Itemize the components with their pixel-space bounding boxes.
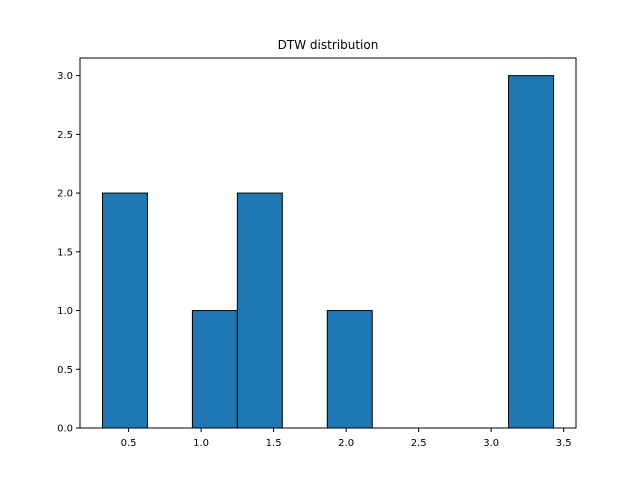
y-tick-label: 1.5 xyxy=(57,247,73,258)
x-tick-label: 3.5 xyxy=(556,438,572,449)
x-tick-label: 1.5 xyxy=(266,438,282,449)
x-tick-label: 2.0 xyxy=(338,438,354,449)
y-axis-ticks: 0.0 0.5 1.0 1.5 2.0 2.5 3.0 xyxy=(57,71,80,435)
bars-group xyxy=(101,75,555,429)
y-tick-label: 2.0 xyxy=(57,189,73,200)
histogram-bar xyxy=(191,310,238,429)
chart-title: DTW distribution xyxy=(278,38,379,52)
histogram-bar xyxy=(101,192,148,429)
x-tick-label: 2.5 xyxy=(411,438,427,449)
y-tick-label: 0.0 xyxy=(57,424,73,435)
histogram-bar xyxy=(326,310,373,429)
y-tick-label: 0.5 xyxy=(57,365,73,376)
x-axis-ticks: 0.5 1.0 1.5 2.0 2.5 3.0 3.5 xyxy=(121,428,572,449)
histogram-bar xyxy=(236,192,283,429)
plot-frame xyxy=(79,57,577,429)
y-tick-label: 1.0 xyxy=(57,306,73,317)
histogram-bar xyxy=(508,75,555,429)
x-tick-label: 0.5 xyxy=(121,438,137,449)
y-tick-label: 2.5 xyxy=(57,130,73,141)
y-tick-label: 3.0 xyxy=(57,71,73,82)
x-tick-label: 1.0 xyxy=(193,438,209,449)
x-tick-label: 3.0 xyxy=(483,438,499,449)
